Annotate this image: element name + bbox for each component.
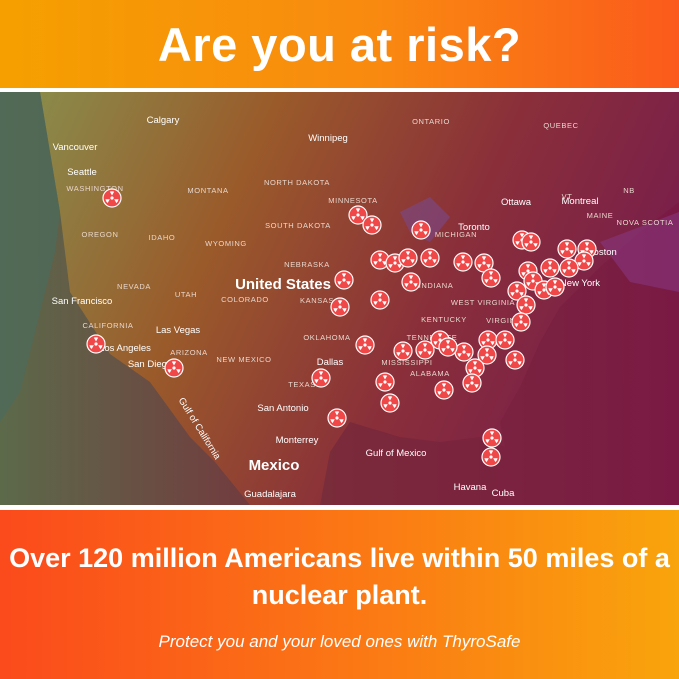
nuclear-plant-marker xyxy=(375,372,395,392)
map-label: Seattle xyxy=(67,167,97,178)
map-label: MISSISSIPPI xyxy=(381,358,432,367)
map-label: WASHINGTON xyxy=(66,184,123,193)
map-label: SOUTH DAKOTA xyxy=(265,221,331,230)
map-label: Gulf of Mexico xyxy=(366,448,427,459)
map-label: MICHIGAN xyxy=(435,230,477,239)
map-label: NB xyxy=(623,186,635,195)
nuclear-plant-marker xyxy=(521,232,541,252)
map-label: MINNESOTA xyxy=(328,196,377,205)
tagline: Protect you and your loved ones with Thy… xyxy=(158,632,521,651)
map-label: CALIFORNIA xyxy=(82,321,133,330)
map-label: NEBRASKA xyxy=(284,260,330,269)
map-label: OREGON xyxy=(82,230,119,239)
map-label: Havana xyxy=(454,482,487,493)
pacific xyxy=(0,92,60,422)
map-label: IDAHO xyxy=(149,233,176,242)
headline: Over 120 million Americans live within 5… xyxy=(9,543,670,610)
nuclear-plant-marker xyxy=(420,248,440,268)
nuclear-plant-marker xyxy=(164,358,184,378)
map-label: MONTANA xyxy=(187,186,228,195)
nuclear-plant-marker xyxy=(453,252,473,272)
map-label: VIRGINIA xyxy=(486,316,524,325)
nuclear-plant-marker xyxy=(454,342,474,362)
nuclear-plant-marker xyxy=(334,270,354,290)
nuclear-plant-marker xyxy=(557,239,577,259)
nuclear-plant-marker xyxy=(102,188,122,208)
map-label: Dallas xyxy=(317,357,344,368)
map-label: VT xyxy=(562,192,573,201)
nuclear-plant-marker xyxy=(481,447,501,467)
nuclear-plant-marker xyxy=(511,312,531,332)
map-label: Boston xyxy=(587,247,617,258)
header: Are you at risk? xyxy=(0,0,679,88)
map-label: San Francisco xyxy=(52,296,113,307)
map-label: Toronto xyxy=(458,222,490,233)
map-label: San Diego xyxy=(128,359,172,370)
map-label: Vancouver xyxy=(53,142,98,153)
land xyxy=(40,92,679,505)
map-label: Mexico xyxy=(249,457,300,474)
map-label: ONTARIO xyxy=(412,117,450,126)
map-label: Monterrey xyxy=(276,435,319,446)
map-label: KENTUCKY xyxy=(421,315,467,324)
nuclear-plant-marker xyxy=(495,330,515,350)
map-label: NOVA SCOTIA xyxy=(617,218,674,227)
nuclear-plant-marker xyxy=(311,368,331,388)
nuclear-plant-marker xyxy=(559,258,579,278)
title: Are you at risk? xyxy=(157,17,522,71)
map-label: Winnipeg xyxy=(308,133,348,144)
nuclear-plant-marker xyxy=(438,337,458,357)
footer: Over 120 million Americans live within 5… xyxy=(0,510,679,679)
map-label: COLORADO xyxy=(221,295,269,304)
nuclear-plant-marker xyxy=(362,215,382,235)
nuclear-plant-marker xyxy=(401,272,421,292)
nuclear-plant-marker xyxy=(398,248,418,268)
map-label: UTAH xyxy=(175,290,197,299)
map-label: TEXAS xyxy=(288,380,316,389)
nuclear-plant-marker xyxy=(482,428,502,448)
map-label: MAINE xyxy=(587,211,614,220)
nuclear-plant-marker xyxy=(86,334,106,354)
map-label: San Antonio xyxy=(257,403,308,414)
map-label: OKLAHOMA xyxy=(303,333,350,342)
map-label: New York xyxy=(560,278,600,289)
map-label: NEVADA xyxy=(117,282,151,291)
map-label: United States xyxy=(235,276,331,293)
map-label: ALABAMA xyxy=(410,369,450,378)
map-label: WYOMING xyxy=(205,239,247,248)
map-label: NEW MEXICO xyxy=(216,355,271,364)
nuclear-plant-marker xyxy=(380,393,400,413)
nuclear-plant-marker xyxy=(327,408,347,428)
map-label: Las Vegas xyxy=(156,325,201,336)
map-label: Montreal xyxy=(562,196,599,207)
map-label: Los Angeles xyxy=(99,343,151,354)
map: Calgary Vancouver Seattle WASHINGTON MONTANA… xyxy=(0,92,679,505)
nuclear-plant-marker xyxy=(370,290,390,310)
nuclear-plant-marker xyxy=(481,268,501,288)
nuclear-plant-marker xyxy=(516,295,536,315)
map-label: Ottawa xyxy=(501,197,532,208)
nuclear-plant-marker xyxy=(540,258,560,278)
map-label: QUEBEC xyxy=(543,121,578,130)
map-label: Cuba xyxy=(492,488,515,499)
nuclear-plant-marker xyxy=(434,380,454,400)
nuclear-plant-marker xyxy=(462,373,482,393)
map-label: KANSAS xyxy=(300,296,334,305)
nuclear-plant-marker xyxy=(545,277,565,297)
map-label: Calgary xyxy=(147,115,180,126)
nuclear-plant-marker xyxy=(355,335,375,355)
nuclear-plant-marker xyxy=(411,220,431,240)
nuclear-plant-marker xyxy=(330,297,350,317)
map-label: Guadalajara xyxy=(244,489,296,500)
map-label: INDIANA xyxy=(419,281,454,290)
nuclear-plant-marker xyxy=(505,350,525,370)
map-label: ARIZONA xyxy=(170,348,208,357)
map-label: NORTH DAKOTA xyxy=(264,178,330,187)
nuclear-plant-marker xyxy=(393,341,413,361)
atlantic-shade xyxy=(600,212,679,292)
map-label: WEST VIRGINIA xyxy=(451,298,515,307)
